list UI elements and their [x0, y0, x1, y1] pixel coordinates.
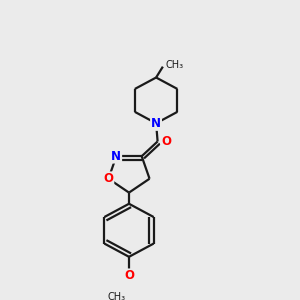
- Text: CH₃: CH₃: [165, 60, 183, 70]
- Text: N: N: [111, 150, 121, 163]
- Text: CH₃: CH₃: [107, 292, 125, 300]
- Text: N: N: [151, 117, 161, 130]
- Text: O: O: [103, 172, 113, 185]
- Text: O: O: [161, 135, 171, 148]
- Text: O: O: [124, 269, 134, 282]
- Text: N: N: [151, 117, 161, 130]
